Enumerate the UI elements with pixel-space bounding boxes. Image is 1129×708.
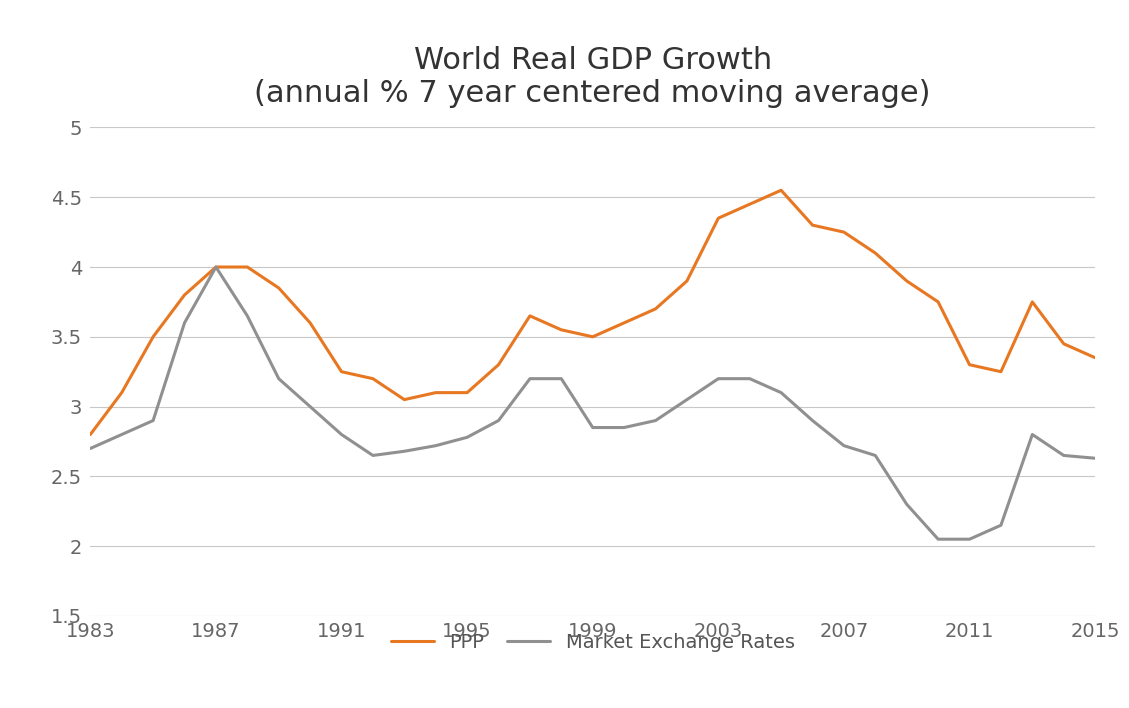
PPP <box>837 228 850 236</box>
PPP <box>147 333 160 341</box>
PPP <box>523 312 536 320</box>
PPP <box>209 263 222 271</box>
Market Exchange Rates <box>774 389 788 397</box>
PPP <box>743 200 756 208</box>
PPP <box>366 375 379 383</box>
Market Exchange Rates <box>900 500 913 508</box>
Market Exchange Rates <box>334 430 348 439</box>
Market Exchange Rates <box>868 451 882 459</box>
Market Exchange Rates <box>147 416 160 425</box>
PPP <box>334 367 348 376</box>
Market Exchange Rates <box>523 375 536 383</box>
Market Exchange Rates <box>177 319 191 327</box>
Market Exchange Rates <box>397 447 411 455</box>
Market Exchange Rates <box>1057 451 1070 459</box>
Legend: PPP, Market Exchange Rates: PPP, Market Exchange Rates <box>383 625 803 660</box>
PPP <box>240 263 254 271</box>
PPP <box>618 319 631 327</box>
PPP <box>868 249 882 257</box>
PPP <box>304 319 317 327</box>
PPP <box>461 389 474 397</box>
Market Exchange Rates <box>272 375 286 383</box>
PPP <box>774 186 788 195</box>
PPP <box>649 304 663 313</box>
Market Exchange Rates <box>429 441 443 450</box>
PPP <box>586 333 599 341</box>
PPP <box>1088 353 1102 362</box>
Line: Market Exchange Rates: Market Exchange Rates <box>90 267 1095 539</box>
Market Exchange Rates <box>680 395 693 404</box>
Market Exchange Rates <box>240 312 254 320</box>
Market Exchange Rates <box>84 444 97 452</box>
Market Exchange Rates <box>461 433 474 442</box>
PPP <box>429 389 443 397</box>
PPP <box>806 221 820 229</box>
Market Exchange Rates <box>115 430 129 439</box>
Market Exchange Rates <box>304 402 317 411</box>
PPP <box>84 430 97 439</box>
Title: World Real GDP Growth
(annual % 7 year centered moving average): World Real GDP Growth (annual % 7 year c… <box>254 46 931 108</box>
Market Exchange Rates <box>618 423 631 432</box>
PPP <box>115 389 129 397</box>
Market Exchange Rates <box>963 535 977 544</box>
PPP <box>492 360 506 369</box>
Market Exchange Rates <box>711 375 725 383</box>
Line: PPP: PPP <box>90 190 1095 435</box>
PPP <box>177 291 191 299</box>
Market Exchange Rates <box>209 263 222 271</box>
Market Exchange Rates <box>1025 430 1039 439</box>
Market Exchange Rates <box>995 521 1008 530</box>
PPP <box>931 297 945 306</box>
PPP <box>963 360 977 369</box>
Market Exchange Rates <box>492 416 506 425</box>
Market Exchange Rates <box>586 423 599 432</box>
Market Exchange Rates <box>837 441 850 450</box>
PPP <box>554 326 568 334</box>
PPP <box>900 277 913 285</box>
PPP <box>711 214 725 222</box>
PPP <box>995 367 1008 376</box>
Market Exchange Rates <box>366 451 379 459</box>
PPP <box>397 395 411 404</box>
PPP <box>1057 340 1070 348</box>
Market Exchange Rates <box>806 416 820 425</box>
Market Exchange Rates <box>743 375 756 383</box>
Market Exchange Rates <box>1088 454 1102 462</box>
Market Exchange Rates <box>649 416 663 425</box>
Market Exchange Rates <box>554 375 568 383</box>
PPP <box>1025 297 1039 306</box>
PPP <box>680 277 693 285</box>
Market Exchange Rates <box>931 535 945 544</box>
PPP <box>272 284 286 292</box>
